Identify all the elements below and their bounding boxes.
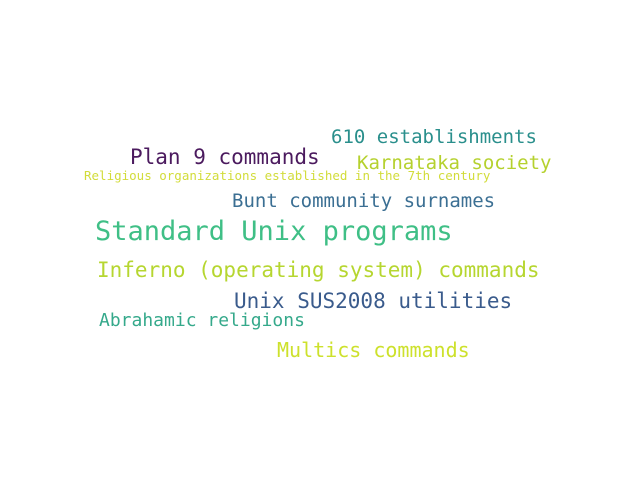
- word-standard-unix-programs: Standard Unix programs: [95, 216, 453, 247]
- word-religious-organizations-7th-century: Religious organizations established in t…: [84, 168, 491, 183]
- word-karnataka-society: Karnataka society: [357, 152, 552, 174]
- word-inferno-commands: Inferno (operating system) commands: [97, 258, 540, 282]
- word-unix-sus2008-utilities: Unix SUS2008 utilities: [234, 289, 513, 313]
- word-abrahamic-religions: Abrahamic religions: [99, 310, 305, 331]
- word-multics-commands: Multics commands: [277, 338, 470, 362]
- word-610-establishments: 610 establishments: [331, 126, 537, 148]
- word-plan-9-commands: Plan 9 commands: [130, 145, 320, 169]
- word-bunt-community-surnames: Bunt community surnames: [232, 190, 496, 212]
